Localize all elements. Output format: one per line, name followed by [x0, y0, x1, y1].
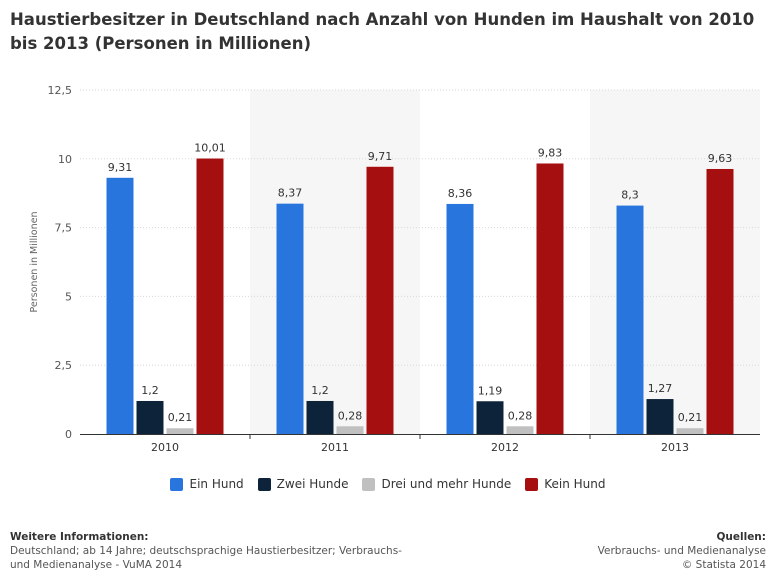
footer-sources-heading: Quellen: — [716, 531, 766, 543]
bar — [276, 203, 304, 434]
data-label: 10,01 — [194, 142, 226, 155]
footer-sources: Quellen: Verbrauchs- und Medienanalyse ©… — [466, 530, 766, 572]
data-label: 0,21 — [168, 411, 193, 424]
bar — [166, 428, 194, 434]
data-label: 8,36 — [448, 187, 473, 200]
bar — [306, 400, 334, 434]
bar — [616, 205, 644, 434]
bar — [646, 399, 674, 434]
x-tick-label: 2013 — [661, 441, 689, 454]
bar — [366, 166, 394, 434]
bar — [476, 401, 504, 434]
legend-swatch — [362, 477, 376, 491]
legend-label: Zwei Hunde — [276, 477, 349, 491]
y-tick-label: 7,5 — [55, 222, 73, 235]
data-label: 1,27 — [648, 382, 673, 395]
bar-chart: 0 2,5 5 7,5 10 12,5 Personen in Millionen 9,31 1… — [29, 84, 760, 454]
legend-item[interactable]: Ein Hund — [170, 477, 244, 491]
category-band — [250, 90, 420, 434]
legend-item[interactable]: Kein Hund — [525, 477, 606, 491]
data-label: 1,19 — [478, 384, 503, 397]
x-tick-label: 2010 — [151, 441, 179, 454]
bar — [506, 426, 534, 434]
data-label: 1,2 — [311, 384, 329, 397]
data-label: 0,21 — [678, 411, 703, 424]
legend-swatch — [170, 477, 184, 491]
bar — [136, 400, 164, 434]
bar — [196, 158, 224, 435]
legend-swatch — [525, 477, 539, 491]
data-label: 1,2 — [141, 384, 159, 397]
data-label: 9,63 — [708, 152, 733, 165]
data-label: 8,3 — [621, 189, 639, 202]
data-label: 9,83 — [538, 146, 563, 159]
data-label: 9,71 — [368, 150, 393, 163]
footer-info-line: und Medienanalyse - VuMA 2014 — [10, 559, 183, 571]
footer-info-heading: Weitere Informationen: — [10, 531, 149, 543]
legend-swatch — [257, 477, 271, 491]
chart-title: Haustierbesitzer in Deutschland nach Anz… — [10, 10, 755, 53]
x-tick-label: 2012 — [491, 441, 519, 454]
bar — [536, 163, 564, 434]
data-label: 9,31 — [108, 161, 133, 174]
y-tick-label: 12,5 — [48, 84, 73, 97]
category-band — [590, 90, 760, 434]
bar — [106, 177, 134, 434]
x-tick-label: 2011 — [321, 441, 349, 454]
footer-info-line: Deutschland; ab 14 Jahre; deutschsprachi… — [10, 545, 402, 557]
y-tick-label: 10 — [58, 153, 72, 166]
data-label: 8,37 — [278, 187, 303, 200]
bar — [336, 426, 364, 434]
footer-sources-line[interactable]: Verbrauchs- und Medienanalyse — [597, 545, 766, 557]
legend-item[interactable]: Drei und mehr Hunde — [362, 477, 511, 491]
legend-label: Drei und mehr Hunde — [381, 477, 512, 491]
bar — [446, 203, 474, 434]
legend-label: Ein Hund — [189, 477, 244, 491]
legend-item[interactable]: Zwei Hunde — [257, 477, 349, 491]
data-label: 0,28 — [508, 409, 533, 422]
footer-info: Weitere Informationen: Deutschland; ab 1… — [10, 530, 410, 572]
y-tick-label: 0 — [65, 428, 72, 441]
y-tick-label: 2,5 — [55, 359, 73, 372]
y-axis-title: Personen in Millionen — [29, 212, 40, 313]
data-label: 0,28 — [338, 409, 363, 422]
footer-copyright: © Statista 2014 — [681, 559, 766, 571]
bar — [676, 428, 704, 434]
bar — [706, 168, 734, 434]
legend-label: Kein Hund — [544, 477, 606, 491]
chart-legend: Ein Hund Zwei Hunde Drei und mehr Hunde Kei… — [0, 477, 776, 491]
y-tick-label: 5 — [65, 290, 72, 303]
